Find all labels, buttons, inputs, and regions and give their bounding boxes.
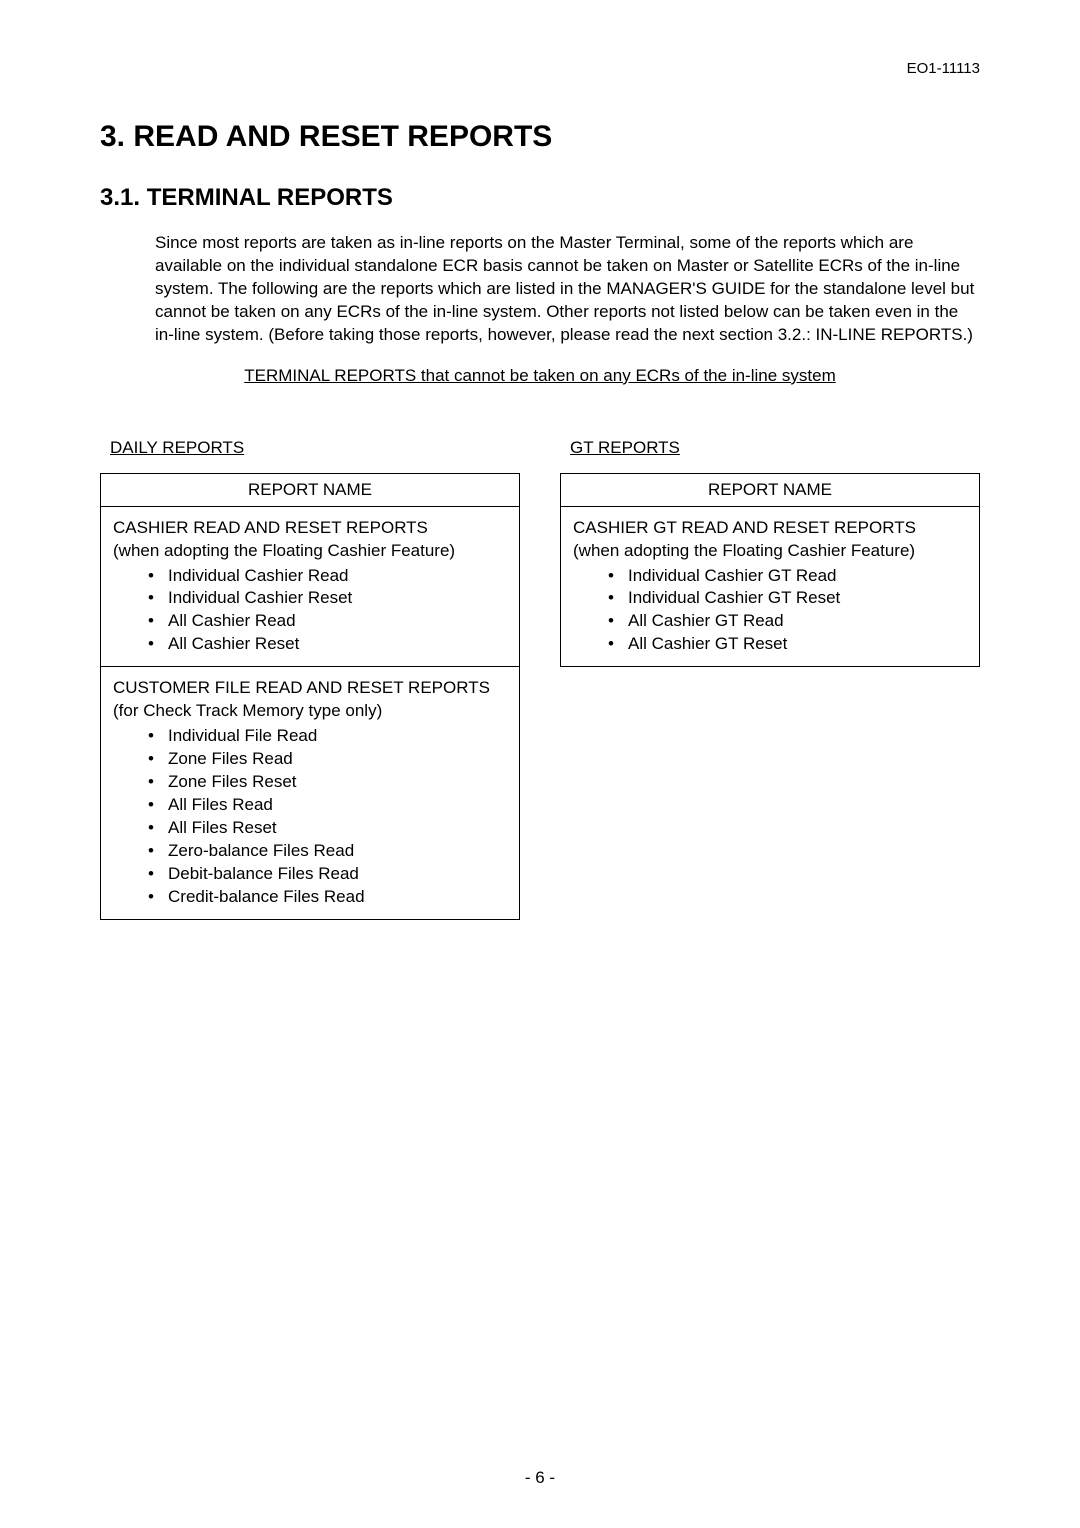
- intro-paragraph: Since most reports are taken as in-line …: [155, 232, 980, 347]
- list-item: Individual Cashier Read: [168, 565, 507, 588]
- cell-title: CASHIER GT READ AND RESET REPORTS: [573, 517, 967, 540]
- section-title: 3. READ AND RESET REPORTS: [100, 120, 980, 154]
- cell-list: Individual Cashier Read Individual Cashi…: [113, 565, 507, 657]
- list-item: All Cashier GT Read: [628, 610, 967, 633]
- daily-reports-heading: DAILY REPORTS: [110, 438, 520, 458]
- cell-note: (when adopting the Floating Cashier Feat…: [113, 540, 507, 563]
- gt-reports-column: GT REPORTS REPORT NAME CASHIER GT READ A…: [560, 438, 980, 920]
- list-item: Individual Cashier GT Read: [628, 565, 967, 588]
- cell-list: Individual Cashier GT Read Individual Ca…: [573, 565, 967, 657]
- subsection-title: 3.1. TERMINAL REPORTS: [100, 184, 980, 212]
- list-item: Zone Files Read: [168, 748, 507, 771]
- cell-note: (when adopting the Floating Cashier Feat…: [573, 540, 967, 563]
- cell-title: CASHIER READ AND RESET REPORTS: [113, 517, 507, 540]
- gt-reports-table: REPORT NAME CASHIER GT READ AND RESET RE…: [560, 473, 980, 668]
- list-item: Individual Cashier GT Reset: [628, 587, 967, 610]
- list-item: Individual Cashier Reset: [168, 587, 507, 610]
- page: EO1-11113 3. READ AND RESET REPORTS 3.1.…: [0, 0, 1080, 1528]
- list-item: All Cashier Reset: [168, 633, 507, 656]
- cell-title: CUSTOMER FILE READ AND RESET REPORTS: [113, 677, 507, 700]
- page-number: - 6 -: [0, 1468, 1080, 1488]
- list-item: Zone Files Reset: [168, 771, 507, 794]
- list-item: All Cashier GT Reset: [628, 633, 967, 656]
- daily-table-header: REPORT NAME: [101, 474, 519, 507]
- daily-reports-column: DAILY REPORTS REPORT NAME CASHIER READ A…: [100, 438, 520, 920]
- gt-reports-heading: GT REPORTS: [570, 438, 980, 458]
- cell-note: (for Check Track Memory type only): [113, 700, 507, 723]
- cashier-gt-cell: CASHIER GT READ AND RESET REPORTS (when …: [561, 507, 979, 667]
- list-item: All Files Reset: [168, 817, 507, 840]
- list-item: Debit-balance Files Read: [168, 863, 507, 886]
- subheading: TERMINAL REPORTS that cannot be taken on…: [100, 365, 980, 388]
- list-item: All Cashier Read: [168, 610, 507, 633]
- list-item: Zero-balance Files Read: [168, 840, 507, 863]
- customer-file-cell: CUSTOMER FILE READ AND RESET REPORTS (fo…: [101, 666, 519, 918]
- list-item: All Files Read: [168, 794, 507, 817]
- list-item: Credit-balance Files Read: [168, 886, 507, 909]
- report-columns: DAILY REPORTS REPORT NAME CASHIER READ A…: [100, 438, 980, 920]
- gt-table-header: REPORT NAME: [561, 474, 979, 507]
- daily-reports-table: REPORT NAME CASHIER READ AND RESET REPOR…: [100, 473, 520, 920]
- list-item: Individual File Read: [168, 725, 507, 748]
- document-id: EO1-11113: [907, 60, 980, 77]
- cashier-read-reset-cell: CASHIER READ AND RESET REPORTS (when ado…: [101, 507, 519, 667]
- cell-list: Individual File Read Zone Files Read Zon…: [113, 725, 507, 909]
